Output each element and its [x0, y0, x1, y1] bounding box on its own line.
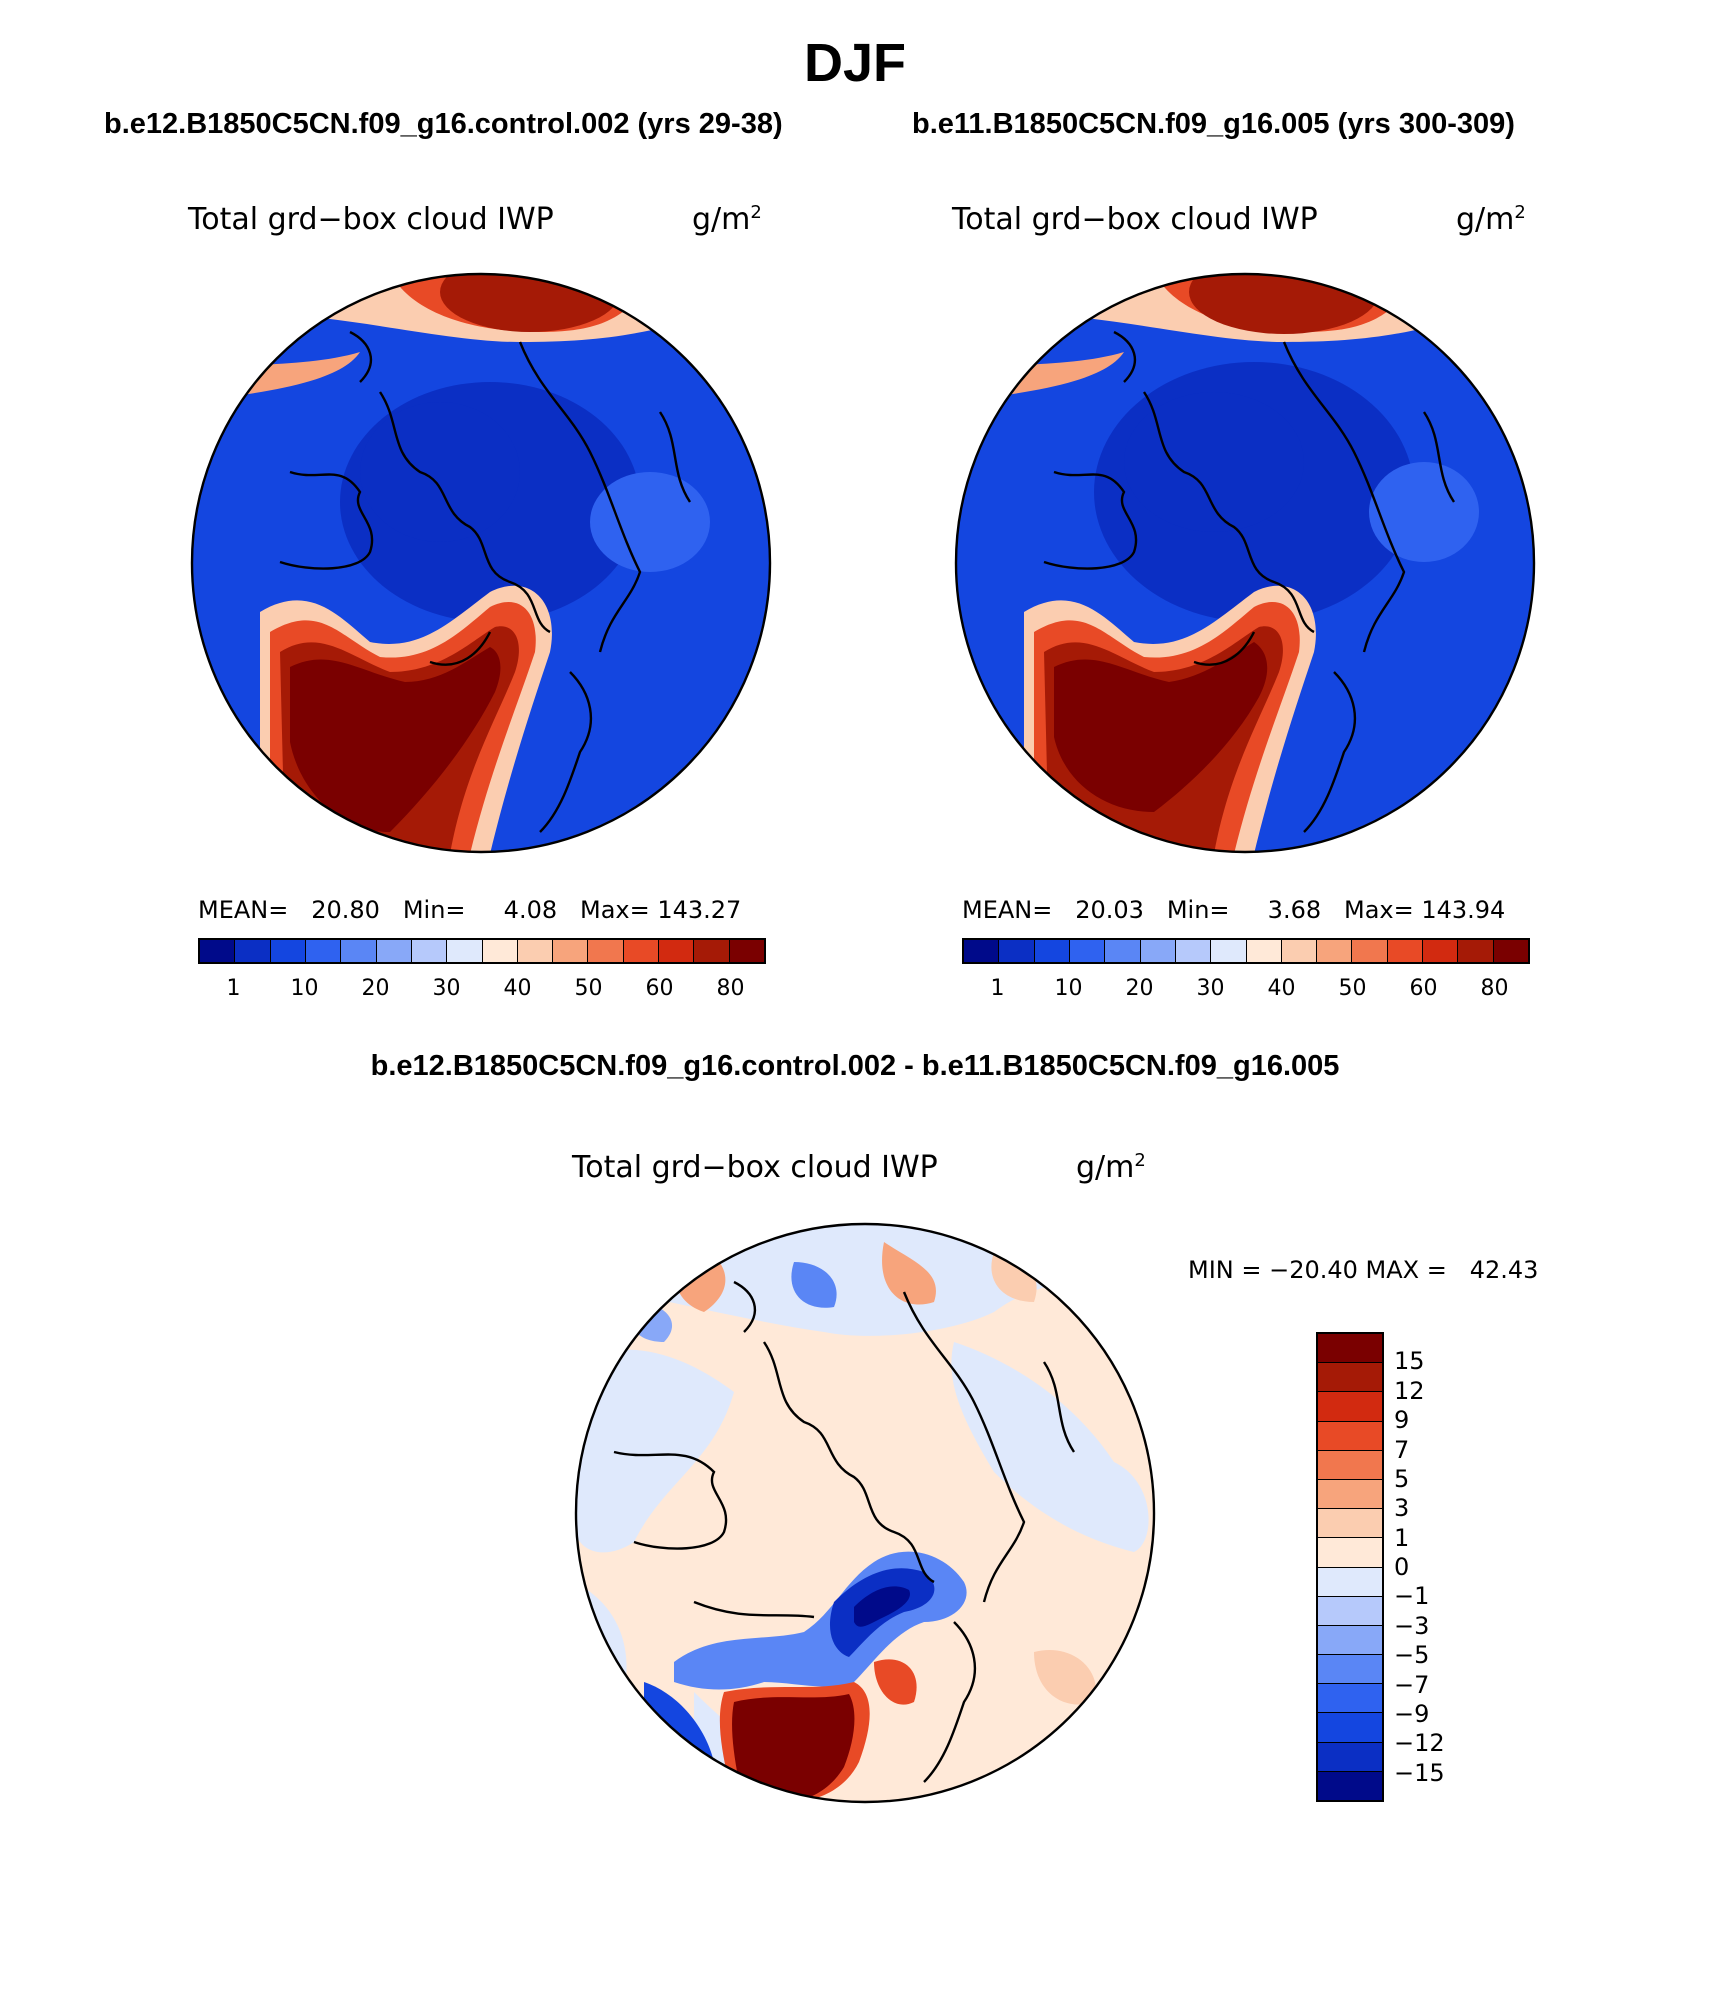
colorbar-tick-label: 7	[1394, 1435, 1410, 1464]
colorbar-tick-label: 3	[1394, 1494, 1410, 1523]
colorbar-tick-label: 10	[290, 976, 319, 1001]
colorbar-swatch	[1318, 1742, 1382, 1772]
difference-stats: MIN = −20.40 MAX = 42.43	[1188, 1256, 1539, 1284]
colorbar-swatch	[1318, 1538, 1382, 1568]
colorbar-tick-label: −9	[1394, 1699, 1430, 1728]
right-unit-label: g/m2	[1456, 202, 1526, 237]
colorbar-tick-label: −3	[1394, 1611, 1430, 1640]
colorbar-tick-label: 5	[1394, 1464, 1410, 1493]
colorbar-swatch	[482, 940, 518, 962]
colorbar-tick-label: 40	[1267, 976, 1296, 1001]
colorbar-swatch	[1246, 940, 1282, 962]
colorbar-swatch	[623, 940, 660, 962]
page-title: DJF	[803, 33, 906, 93]
colorbar-swatch	[999, 940, 1035, 962]
colorbar-swatch	[1318, 1509, 1382, 1539]
right-stats: MEAN= 20.03 Min= 3.68 Max= 143.94	[962, 896, 1506, 924]
left-stats: MEAN= 20.80 Min= 4.08 Max= 143.27	[198, 896, 742, 924]
colorbar-tick-label: 50	[574, 976, 603, 1001]
colorbar-swatch	[1211, 940, 1247, 962]
colorbar-swatch	[1423, 940, 1459, 962]
colorbar-swatch	[729, 940, 764, 962]
left-colorbar	[198, 938, 766, 964]
colorbar-swatch	[517, 940, 554, 962]
colorbar-swatch	[1318, 1450, 1382, 1480]
difference-colorbar	[1316, 1332, 1384, 1802]
colorbar-tick-label: 20	[361, 976, 390, 1001]
colorbar-swatch	[1317, 940, 1353, 962]
difference-polar-map	[574, 1222, 1156, 1804]
colorbar-tick-label: 60	[645, 976, 674, 1001]
colorbar-swatch	[1318, 1655, 1382, 1685]
right-colorbar	[962, 938, 1530, 964]
colorbar-swatch	[1318, 1421, 1382, 1451]
colorbar-swatch	[1318, 1363, 1382, 1393]
colorbar-tick-label: 0	[1394, 1553, 1410, 1581]
colorbar-swatch	[1175, 940, 1212, 962]
left-field-label: Total grd−box cloud IWP	[188, 202, 554, 237]
colorbar-swatch	[659, 940, 695, 962]
colorbar-swatch	[200, 940, 236, 962]
colorbar-swatch	[1318, 1713, 1382, 1743]
colorbar-tick-label: 1	[990, 976, 1005, 1001]
colorbar-tick-label: 80	[1480, 976, 1509, 1001]
colorbar-tick-label: −1	[1394, 1582, 1430, 1611]
colorbar-tick-label: 20	[1125, 976, 1154, 1001]
colorbar-swatch	[588, 940, 624, 962]
colorbar-tick-label: 1	[1394, 1523, 1410, 1552]
colorbar-swatch	[1318, 1479, 1382, 1510]
colorbar-swatch	[1318, 1684, 1382, 1714]
colorbar-swatch	[1318, 1771, 1382, 1800]
colorbar-swatch	[1318, 1392, 1382, 1422]
colorbar-tick-label: 10	[1054, 976, 1083, 1001]
colorbar-swatch	[1458, 940, 1494, 962]
colorbar-tick-label: 30	[432, 976, 461, 1001]
colorbar-swatch	[1387, 940, 1424, 962]
colorbar-tick-label: 80	[716, 976, 745, 1001]
colorbar-tick-label: 15	[1394, 1347, 1425, 1376]
colorbar-swatch	[1318, 1625, 1382, 1656]
colorbar-tick-label: −5	[1394, 1641, 1430, 1670]
colorbar-swatch	[305, 940, 342, 962]
colorbar-swatch	[1318, 1567, 1382, 1597]
colorbar-tick-label: 9	[1394, 1406, 1410, 1435]
colorbar-swatch	[1069, 940, 1106, 962]
colorbar-swatch	[1318, 1334, 1382, 1364]
colorbar-tick-label: −15	[1394, 1758, 1445, 1787]
colorbar-tick-label: 40	[503, 976, 532, 1001]
right-field-label: Total grd−box cloud IWP	[952, 202, 1318, 237]
difference-title: b.e12.B1850C5CN.f09_g16.control.002 - b.…	[370, 1050, 1340, 1082]
colorbar-tick-label: 1	[226, 976, 241, 1001]
colorbar-swatch	[1352, 940, 1388, 962]
right-polar-map	[954, 272, 1536, 854]
colorbar-swatch	[447, 940, 483, 962]
colorbar-swatch	[376, 940, 412, 962]
colorbar-swatch	[235, 940, 271, 962]
colorbar-swatch	[1105, 940, 1141, 962]
colorbar-tick-label: 12	[1394, 1376, 1425, 1405]
left-polar-map	[190, 272, 772, 854]
colorbar-swatch	[341, 940, 377, 962]
difference-unit-label: g/m2	[1076, 1150, 1146, 1185]
colorbar-swatch	[694, 940, 730, 962]
colorbar-tick-label: 60	[1409, 976, 1438, 1001]
colorbar-swatch	[411, 940, 448, 962]
left-case-title: b.e12.B1850C5CN.f09_g16.control.002 (yrs…	[104, 108, 783, 140]
colorbar-swatch	[1140, 940, 1176, 962]
colorbar-swatch	[1034, 940, 1070, 962]
difference-field-label: Total grd−box cloud IWP	[572, 1150, 938, 1185]
right-case-title: b.e11.B1850C5CN.f09_g16.005 (yrs 300-309…	[912, 108, 1515, 140]
left-unit-label: g/m2	[692, 202, 762, 237]
colorbar-swatch	[1493, 940, 1528, 962]
colorbar-tick-label: −12	[1394, 1729, 1445, 1758]
colorbar-swatch	[1318, 1596, 1382, 1626]
colorbar-tick-label: 30	[1196, 976, 1225, 1001]
colorbar-swatch	[553, 940, 589, 962]
colorbar-tick-label: 50	[1338, 976, 1367, 1001]
colorbar-swatch	[964, 940, 1000, 962]
colorbar-swatch	[1281, 940, 1318, 962]
colorbar-swatch	[270, 940, 306, 962]
colorbar-tick-label: −7	[1394, 1670, 1430, 1699]
